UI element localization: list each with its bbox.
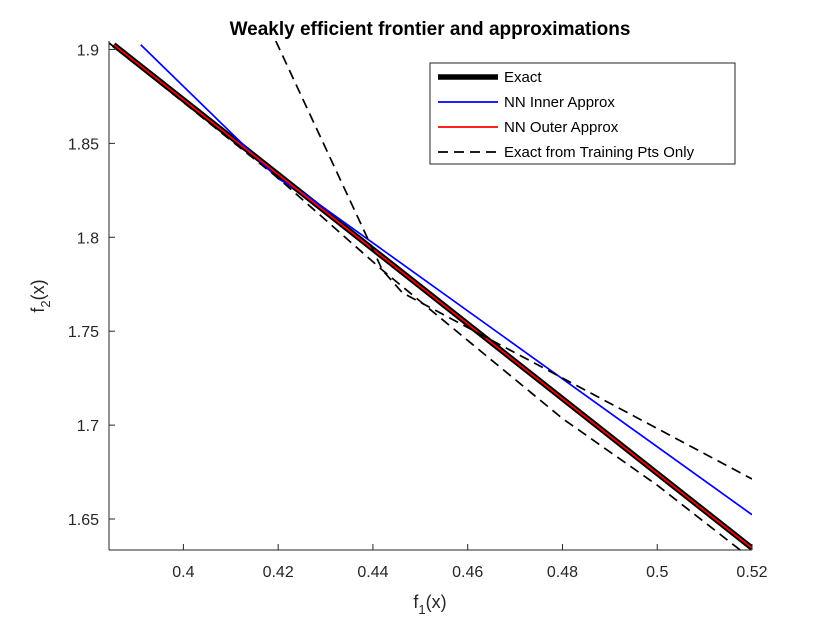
x-axis-label: f1(x): [413, 592, 446, 617]
x-tick-label: 0.52: [736, 564, 767, 581]
y-axis-label-base: f: [28, 307, 48, 313]
x-axis-label-tail: (x): [426, 592, 447, 612]
x-axis-label-sub: 1: [418, 602, 425, 617]
legend: Exact NN Inner Approx NN Outer Approx Exact…: [429, 62, 736, 165]
x-tick-label: 0.4: [172, 564, 194, 581]
y-tick-label: 1.8: [77, 230, 99, 247]
x-tick-label: 0.46: [452, 564, 483, 581]
x-axis-ticks: 0.4 0.42 0.44 0.46 0.48 0.5 0.52: [172, 544, 768, 581]
x-tick-label: 0.44: [357, 564, 388, 581]
x-tick-label: 0.5: [646, 564, 668, 581]
x-tick-label: 0.48: [547, 564, 578, 581]
y-tick-label: 1.85: [68, 136, 99, 153]
y-axis-ticks: 1.65 1.7 1.75 1.8 1.85 1.9: [68, 42, 115, 529]
legend-label: NN Outer Approx: [504, 119, 619, 136]
y-axis-label: f2(x): [28, 279, 53, 312]
y-axis-label-tail: (x): [28, 279, 48, 300]
series-line-exact-from-training-pts-only: [109, 42, 741, 550]
chart-title: Weakly efficient frontier and approximat…: [230, 19, 631, 40]
series-line-nn-outer-approx: [113, 44, 752, 549]
legend-label: Exact: [504, 69, 542, 86]
y-tick-label: 1.7: [77, 418, 99, 435]
y-tick-label: 1.65: [68, 512, 99, 529]
legend-box: [429, 62, 736, 165]
y-axis-label-sub: 2: [38, 300, 53, 307]
y-tick-label: 1.75: [68, 324, 99, 341]
y-tick-label: 1.9: [77, 42, 99, 59]
series-line-nn-inner-approx: [140, 44, 752, 516]
series-layer: [109, 41, 752, 550]
legend-label: Exact from Training Pts Only: [504, 144, 695, 161]
legend-label: NN Inner Approx: [504, 94, 615, 111]
series-line-exact-from-training-pts-only: [275, 41, 752, 480]
x-tick-label: 0.42: [263, 564, 294, 581]
x-axis-label-base: f: [413, 592, 419, 612]
